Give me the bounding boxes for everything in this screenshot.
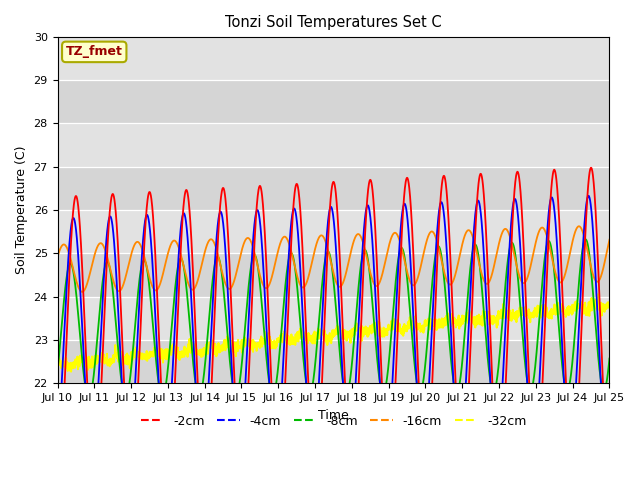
-16cm [78,289,86,295]
Y-axis label: Soil Temperature (C): Soil Temperature (C) [15,146,28,274]
-8cm [605,356,613,361]
-16cm [54,254,61,260]
-8cm [582,237,589,242]
-8cm [323,252,330,258]
-16cm [590,274,598,279]
Line: -16cm: -16cm [58,226,609,292]
-4cm [584,193,592,199]
-16cm [488,270,496,276]
-32cm [488,316,496,322]
-32cm [54,361,61,367]
-16cm [605,237,613,243]
Bar [58,37,609,80]
-4cm [323,241,330,247]
-4cm [488,412,496,418]
-8cm [85,395,93,401]
-8cm [54,368,61,373]
-8cm [82,386,90,392]
Text: TZ_fmet: TZ_fmet [66,46,123,59]
-32cm [308,334,316,339]
-16cm [575,223,583,229]
Bar [58,253,609,297]
-8cm [488,387,496,393]
Bar [58,80,609,123]
-32cm [323,336,330,342]
-32cm [590,300,598,306]
Bar [58,167,609,210]
-16cm [308,261,316,267]
-4cm [590,243,598,249]
Line: -2cm: -2cm [58,168,609,474]
-8cm [590,299,598,304]
-2cm [322,285,330,291]
-4cm [308,443,316,449]
-2cm [590,180,598,186]
-4cm [590,239,598,244]
-4cm [54,439,61,444]
-4cm [605,427,613,433]
-32cm [594,291,602,297]
-8cm [590,302,598,308]
Bar [58,340,609,384]
-4cm [88,449,95,455]
-16cm [323,240,330,246]
-32cm [605,304,613,310]
-2cm [589,177,597,183]
-2cm [587,165,595,170]
-8cm [308,388,316,394]
Line: -8cm: -8cm [58,240,609,398]
Bar [58,123,609,167]
-2cm [82,345,90,351]
Legend: -2cm, -4cm, -8cm, -16cm, -32cm: -2cm, -4cm, -8cm, -16cm, -32cm [136,409,531,432]
Line: -32cm: -32cm [58,294,609,372]
Bar [58,210,609,253]
X-axis label: Time: Time [318,408,349,421]
-32cm [82,362,90,368]
-32cm [589,303,597,309]
-16cm [590,275,598,280]
-2cm [488,375,496,381]
Bar [58,297,609,340]
-2cm [54,471,61,477]
-4cm [82,392,90,397]
Title: Tonzi Soil Temperatures Set C: Tonzi Soil Temperatures Set C [225,15,442,30]
-32cm [67,369,75,374]
-2cm [605,467,613,473]
-2cm [307,440,315,445]
-16cm [82,284,90,290]
Line: -4cm: -4cm [58,196,609,452]
